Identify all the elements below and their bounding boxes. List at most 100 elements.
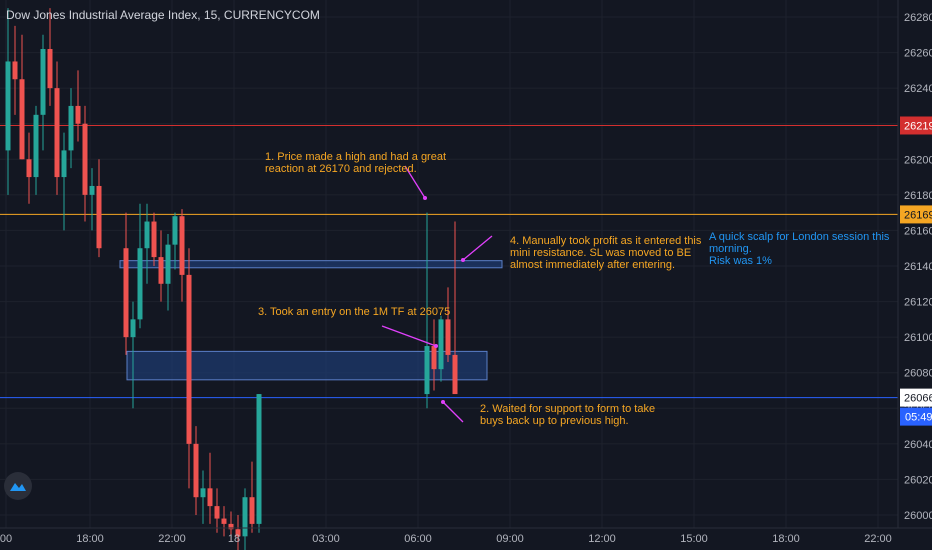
y-tick-label: 26020 xyxy=(904,474,932,486)
annotation-line: 1. Price made a high and had a great xyxy=(265,151,446,163)
annotation-line: 2. Waited for support to form to take xyxy=(480,403,655,415)
annotation-line: buys back up to previous high. xyxy=(480,415,629,427)
candle-body xyxy=(82,123,88,195)
arrow-note-3 xyxy=(381,325,437,347)
candle-body xyxy=(172,216,178,245)
x-tick-label: 18:00 xyxy=(772,533,800,545)
y-tick-label: 26120 xyxy=(904,297,932,309)
candle-body xyxy=(452,354,458,395)
x-tick-label: 15:00 xyxy=(680,533,708,545)
candle-body xyxy=(431,346,437,370)
annotation-line: 4. Manually took profit as it entered th… xyxy=(510,235,702,247)
arrow-note-2 xyxy=(442,401,464,423)
candle-body xyxy=(179,216,185,275)
high-price-tag-bg xyxy=(900,205,932,224)
x-tick-label: 00 xyxy=(0,533,12,545)
candle-body xyxy=(151,221,157,258)
candle-body xyxy=(75,105,81,124)
y-tick-label: 26140 xyxy=(904,261,932,273)
current-price-tag: 26066 xyxy=(904,393,932,405)
horizontal-lines xyxy=(0,124,898,399)
annotation-note-2: 2. Waited for support to form to take buy… xyxy=(480,403,655,427)
candle-body xyxy=(12,61,18,80)
candle-body xyxy=(68,105,74,151)
x-tick-label: 03:00 xyxy=(312,533,340,545)
candle-body xyxy=(47,49,53,89)
candle-body xyxy=(438,319,444,370)
candle-body xyxy=(221,518,227,524)
candle-body xyxy=(33,114,39,178)
candle-body xyxy=(61,150,67,178)
candle-body xyxy=(445,319,451,355)
candle-body xyxy=(5,61,11,151)
tradingview-logo[interactable] xyxy=(4,472,32,500)
y-tick-label: 26160 xyxy=(904,225,932,237)
candle-body xyxy=(144,221,150,249)
arrow-note-3-head xyxy=(434,344,438,348)
x-tick-label: 12:00 xyxy=(588,533,616,545)
candle-body xyxy=(214,506,220,519)
candle-body xyxy=(123,248,129,338)
arrow-note-1 xyxy=(404,165,426,199)
x-tick-label: 18 xyxy=(228,533,240,545)
arrow-note-4-head xyxy=(461,258,465,262)
candle-body xyxy=(130,319,136,338)
candles xyxy=(5,8,458,550)
annotation-line: Risk was 1% xyxy=(709,255,772,267)
high-price-tag: 26169 xyxy=(904,209,932,221)
annotation-line: A quick scalp for London session this xyxy=(709,231,890,243)
mini-resistance-zone xyxy=(119,260,503,269)
annotation-line: mini resistance. SL was moved to BE xyxy=(510,247,691,259)
logo-icon xyxy=(10,483,26,491)
annotation-line: morning. xyxy=(709,243,752,255)
annotation-line: reaction at 26170 and rejected. xyxy=(265,163,417,175)
candle-body xyxy=(89,185,95,195)
annotation-note-1: 1. Price made a high and had a great reac… xyxy=(265,151,446,175)
candle-body xyxy=(424,346,430,395)
x-tick-label: 22:00 xyxy=(158,533,186,545)
candle-body xyxy=(256,394,262,524)
annotation-arrows xyxy=(381,165,493,423)
chart-title: Dow Jones Industrial Average Index, 15, … xyxy=(6,8,320,22)
x-tick-label: 18:00 xyxy=(76,533,104,545)
candle-body xyxy=(26,159,32,178)
candle-body xyxy=(235,529,241,537)
y-tick-label: 26180 xyxy=(904,190,932,202)
candle-body xyxy=(54,88,60,178)
candle-body xyxy=(242,497,248,537)
candle-body xyxy=(40,49,46,115)
y-tick-label: 26280 xyxy=(904,12,932,24)
candle-body xyxy=(207,488,213,507)
annotation-note-4: 4. Manually took profit as it entered th… xyxy=(510,235,702,271)
candle-body xyxy=(249,497,255,524)
x-tick-label: 22:00 xyxy=(864,533,892,545)
y-tick-label: 26260 xyxy=(904,48,932,60)
annotation-note-5: A quick scalp for London session this mor… xyxy=(709,231,890,267)
countdown-tag-bg xyxy=(900,407,932,426)
arrow-note-4 xyxy=(462,235,493,261)
y-tick-label: 26240 xyxy=(904,83,932,95)
current-price-tag-bg xyxy=(900,388,932,407)
resistance-price-tag-bg xyxy=(900,116,932,135)
candle-body xyxy=(96,185,102,249)
countdown-tag: 05:49 xyxy=(905,412,932,424)
annotation-line: 3. Took an entry on the 1M TF at 26075 xyxy=(258,306,450,318)
annotation-line: almost immediately after entering. xyxy=(510,259,675,271)
x-tick-label: 06:00 xyxy=(404,533,432,545)
candle-body xyxy=(137,248,143,320)
zones xyxy=(119,260,503,381)
candle-body xyxy=(193,443,199,498)
arrow-note-1-head xyxy=(423,196,427,200)
candle-body xyxy=(200,488,206,498)
resistance-price-tag: 26219 xyxy=(904,120,932,132)
x-tick-label: 09:00 xyxy=(496,533,524,545)
candle-body xyxy=(228,523,234,530)
annotations: 1. Price made a high and had a great reac… xyxy=(258,151,890,427)
annotation-note-3: 3. Took an entry on the 1M TF at 26075 xyxy=(258,306,450,318)
y-tick-label: 26000 xyxy=(904,510,932,522)
y-tick-label: 26040 xyxy=(904,439,932,451)
candle-body xyxy=(186,274,192,444)
arrow-note-2-head xyxy=(441,400,445,404)
